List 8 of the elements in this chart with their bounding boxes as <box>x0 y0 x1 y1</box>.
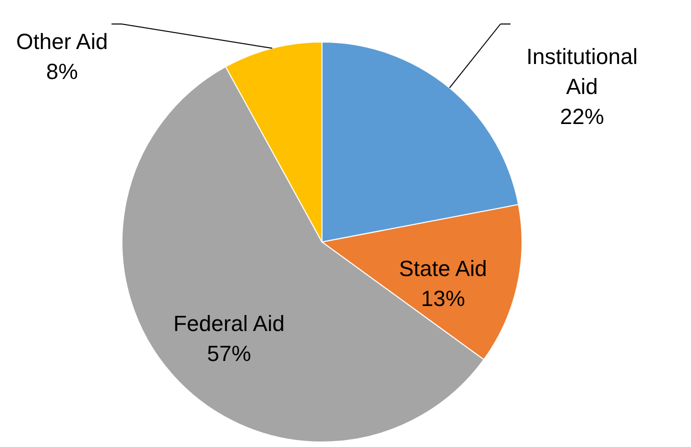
slice-label: State Aid <box>398 256 488 282</box>
data-label: 22% <box>560 104 604 129</box>
slice-label: Institutional Aid <box>526 44 638 99</box>
data-label: 8% <box>46 59 78 84</box>
data-label: 57% <box>206 341 252 366</box>
data-label: 13% <box>420 286 466 312</box>
slice-label: Other Aid <box>16 29 108 54</box>
slice-label: Federal Aid <box>173 311 285 336</box>
